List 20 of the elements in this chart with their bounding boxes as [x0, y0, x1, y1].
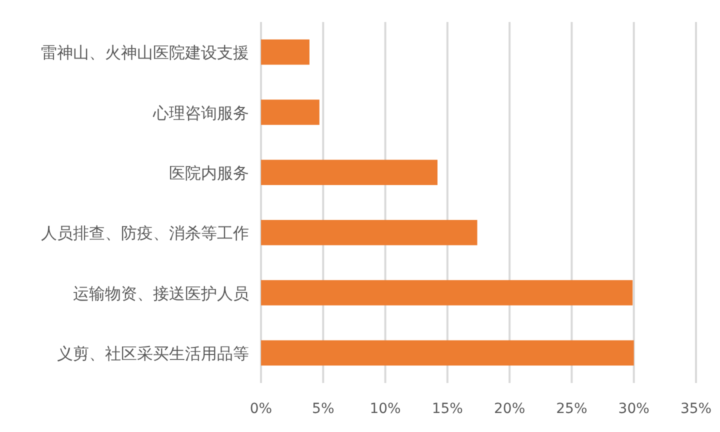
y-tick-label: 医院内服务 — [169, 163, 249, 182]
y-tick-label: 雷神山、火神山医院建设支援 — [41, 43, 249, 62]
bar — [261, 39, 310, 65]
bar — [261, 160, 438, 186]
x-tick-label: 0% — [250, 401, 272, 417]
x-tick-label: 5% — [312, 401, 334, 417]
x-tick-label: 20% — [494, 401, 526, 417]
x-tick-label: 15% — [432, 401, 463, 417]
y-tick-label: 运输物资、接送医护人员 — [73, 284, 249, 303]
bar — [261, 220, 478, 246]
y-tick-label: 人员排查、防疫、消杀等工作 — [41, 224, 249, 243]
y-tick-label: 心理咨询服务 — [152, 103, 249, 122]
x-tick-label: 10% — [370, 401, 401, 417]
y-tick-label: 义剪、社区采买生活用品等 — [57, 344, 249, 363]
bar — [261, 100, 320, 125]
x-tick-label: 25% — [556, 401, 588, 417]
x-tick-label: 30% — [618, 401, 650, 417]
bar — [261, 280, 633, 306]
x-tick-label: 35% — [680, 401, 712, 417]
bar — [261, 340, 634, 366]
